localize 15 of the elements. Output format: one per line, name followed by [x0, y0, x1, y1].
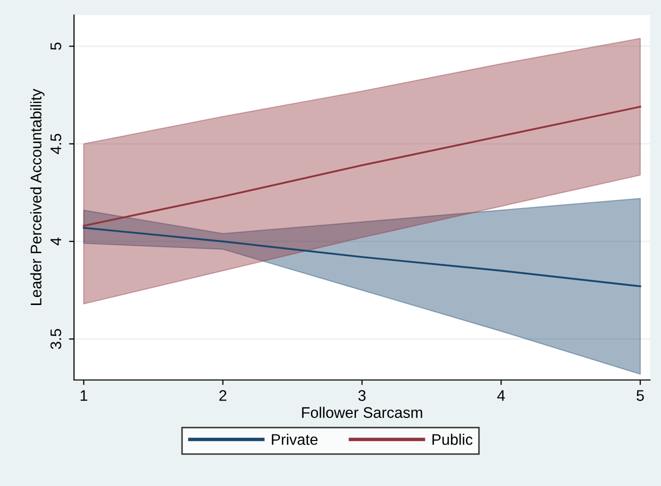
x-tick-label: 2 — [219, 390, 226, 401]
x-tick-label: 3 — [358, 390, 366, 401]
x-tick-label: 5 — [636, 390, 644, 401]
line-series — [82, 226, 642, 288]
y-axis-title: Leader Perceived Accountability — [30, 88, 44, 305]
y-tick-label: 4 — [50, 238, 62, 246]
legend-label: Public — [432, 434, 472, 445]
line-series — [82, 106, 642, 227]
x-tick-label: 1 — [80, 390, 88, 401]
y-tick-label: 5 — [50, 42, 62, 50]
y-tick-label: 3.5 — [50, 329, 62, 350]
x-tick-label: 4 — [497, 390, 505, 401]
x-axis-title: Follower Sarcasm — [302, 406, 422, 418]
legend-label: Private — [272, 434, 318, 445]
y-tick-label: 4.5 — [50, 134, 62, 154]
